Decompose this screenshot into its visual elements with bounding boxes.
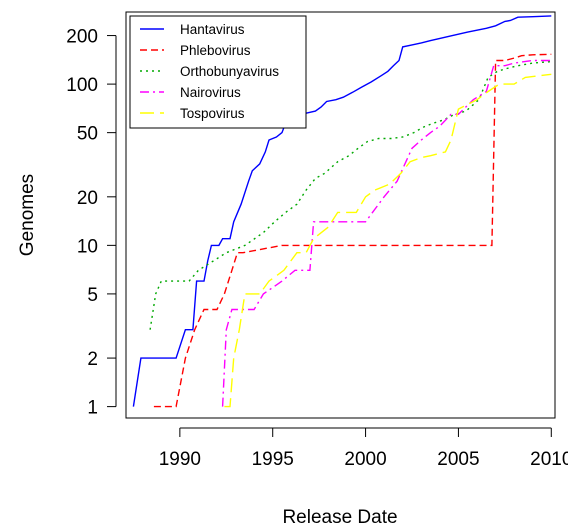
legend: Hantavirus Phlebovirus Orthobunyavirus Nair… [129,15,307,129]
y-tick-label: 5 [87,285,98,306]
legend-label-orthobunyavirus: Orthobunyavirus [180,64,279,79]
series-line-nairovirus [221,59,552,407]
y-tick-label: 20 [77,188,98,209]
y-axis-title: Genomes [17,174,38,256]
legend-label-nairovirus: Nairovirus [180,85,241,100]
x-tick-label: 1990 [159,449,201,470]
series-layer [132,15,552,408]
x-axis: 1990 1995 2000 2005 2010 [159,427,568,470]
y-tick-label: 100 [66,75,98,96]
x-tick-label: 2010 [530,449,568,470]
x-tick-label: 2005 [437,449,479,470]
y-axis: 1 2 5 10 20 50 100 200 [66,27,117,419]
x-tick-label: 2000 [344,449,386,470]
series-line-tospovirus [224,73,552,408]
x-axis-title: Release Date [282,507,397,528]
y-tick-label: 10 [77,236,98,257]
legend-label-hantavirus: Hantavirus [180,22,245,37]
y-tick-label: 2 [87,349,98,370]
y-tick-label: 1 [87,398,98,419]
y-tick-label: 200 [66,27,98,48]
series-line-hantavirus [132,15,552,407]
series-line-phlebovirus [153,53,552,408]
series-line-orthobunyavirus [149,60,552,330]
legend-box [129,15,307,129]
legend-label-tospovirus: Tospovirus [180,106,245,121]
plot-border [125,11,556,419]
x-tick-label: 1995 [252,449,294,470]
y-tick-label: 50 [77,124,98,145]
legend-label-phlebovirus: Phlebovirus [180,43,251,58]
